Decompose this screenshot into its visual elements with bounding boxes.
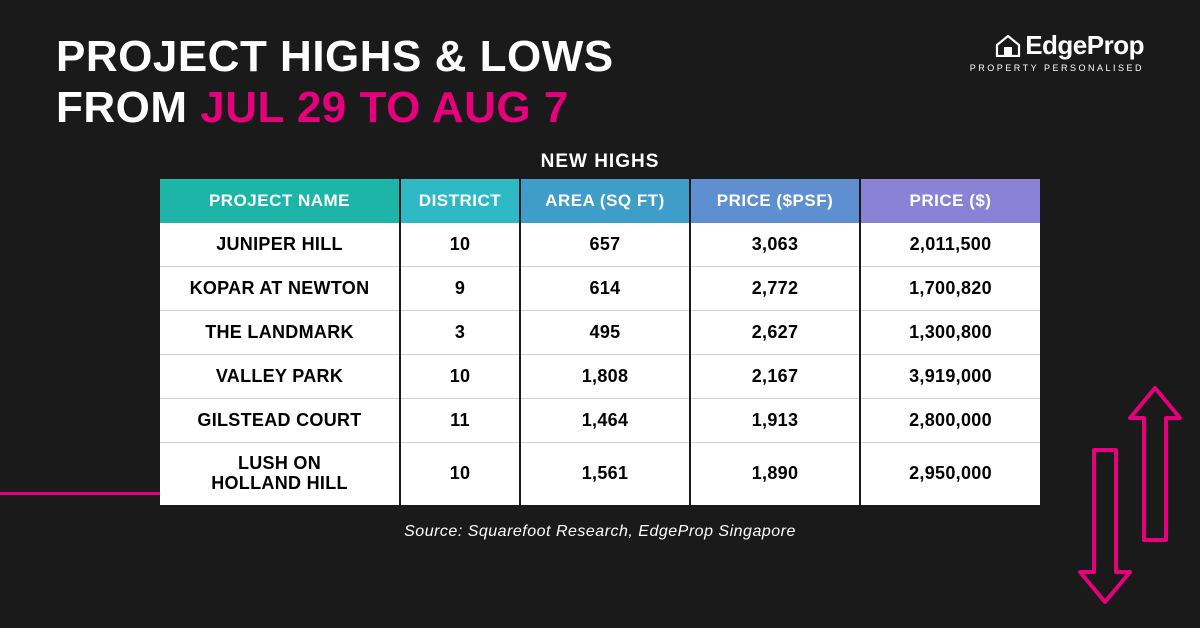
cell-price-psf: 1,913 [690, 399, 860, 443]
source-attribution: Source: Squarefoot Research, EdgeProp Si… [56, 523, 1144, 541]
table-row: JUNIPER HILL106573,0632,011,500 [160, 223, 1040, 267]
cell-area: 657 [520, 223, 690, 267]
col-price-psf: PRICE ($PSF) [690, 179, 860, 223]
table-title: NEW HIGHS [56, 151, 1144, 173]
cell-area: 1,808 [520, 355, 690, 399]
cell-project-name: VALLEY PARK [160, 355, 400, 399]
cell-district: 11 [400, 399, 520, 443]
col-price: PRICE ($) [860, 179, 1040, 223]
cell-price-psf: 1,890 [690, 443, 860, 505]
col-district: DISTRICT [400, 179, 520, 223]
table-row: GILSTEAD COURT111,4641,9132,800,000 [160, 399, 1040, 443]
brand-logo: EdgeProp PROPERTY PERSONALISED [970, 30, 1144, 73]
cell-price: 1,700,820 [860, 267, 1040, 311]
col-project-name: PROJECT NAME [160, 179, 400, 223]
cell-price-psf: 3,063 [690, 223, 860, 267]
cell-project-name: LUSH ONHOLLAND HILL [160, 443, 400, 505]
cell-area: 1,561 [520, 443, 690, 505]
cell-district: 10 [400, 223, 520, 267]
title-line-2: FROM JUL 29 TO AUG 7 [56, 83, 1144, 134]
cell-project-name: KOPAR AT NEWTON [160, 267, 400, 311]
infographic-container: PROJECT HIGHS & LOWS FROM JUL 29 TO AUG … [0, 0, 1200, 628]
logo-text: EdgeProp [1025, 30, 1144, 61]
cell-price: 1,300,800 [860, 311, 1040, 355]
cell-price-psf: 2,167 [690, 355, 860, 399]
cell-district: 3 [400, 311, 520, 355]
cell-area: 495 [520, 311, 690, 355]
cell-price-psf: 2,627 [690, 311, 860, 355]
col-area: AREA (SQ FT) [520, 179, 690, 223]
cell-price-psf: 2,772 [690, 267, 860, 311]
table-header-row: PROJECT NAME DISTRICT AREA (SQ FT) PRICE… [160, 179, 1040, 223]
cell-price: 2,800,000 [860, 399, 1040, 443]
cell-district: 10 [400, 443, 520, 505]
title-date-range: JUL 29 TO AUG 7 [200, 83, 569, 132]
cell-price: 2,011,500 [860, 223, 1040, 267]
up-down-arrows-icon [1050, 380, 1190, 610]
table-row: LUSH ONHOLLAND HILL101,5611,8902,950,000 [160, 443, 1040, 505]
cell-area: 1,464 [520, 399, 690, 443]
cell-project-name: GILSTEAD COURT [160, 399, 400, 443]
cell-area: 614 [520, 267, 690, 311]
table-row: KOPAR AT NEWTON96142,7721,700,820 [160, 267, 1040, 311]
logo-tagline: PROPERTY PERSONALISED [970, 63, 1144, 73]
table-row: VALLEY PARK101,8082,1673,919,000 [160, 355, 1040, 399]
table-body: JUNIPER HILL106573,0632,011,500KOPAR AT … [160, 223, 1040, 505]
table-row: THE LANDMARK34952,6271,300,800 [160, 311, 1040, 355]
house-icon [995, 35, 1021, 57]
accent-line [0, 492, 160, 495]
cell-district: 9 [400, 267, 520, 311]
cell-project-name: JUNIPER HILL [160, 223, 400, 267]
cell-project-name: THE LANDMARK [160, 311, 400, 355]
cell-district: 10 [400, 355, 520, 399]
cell-price: 2,950,000 [860, 443, 1040, 505]
price-table: PROJECT NAME DISTRICT AREA (SQ FT) PRICE… [160, 179, 1040, 505]
cell-price: 3,919,000 [860, 355, 1040, 399]
